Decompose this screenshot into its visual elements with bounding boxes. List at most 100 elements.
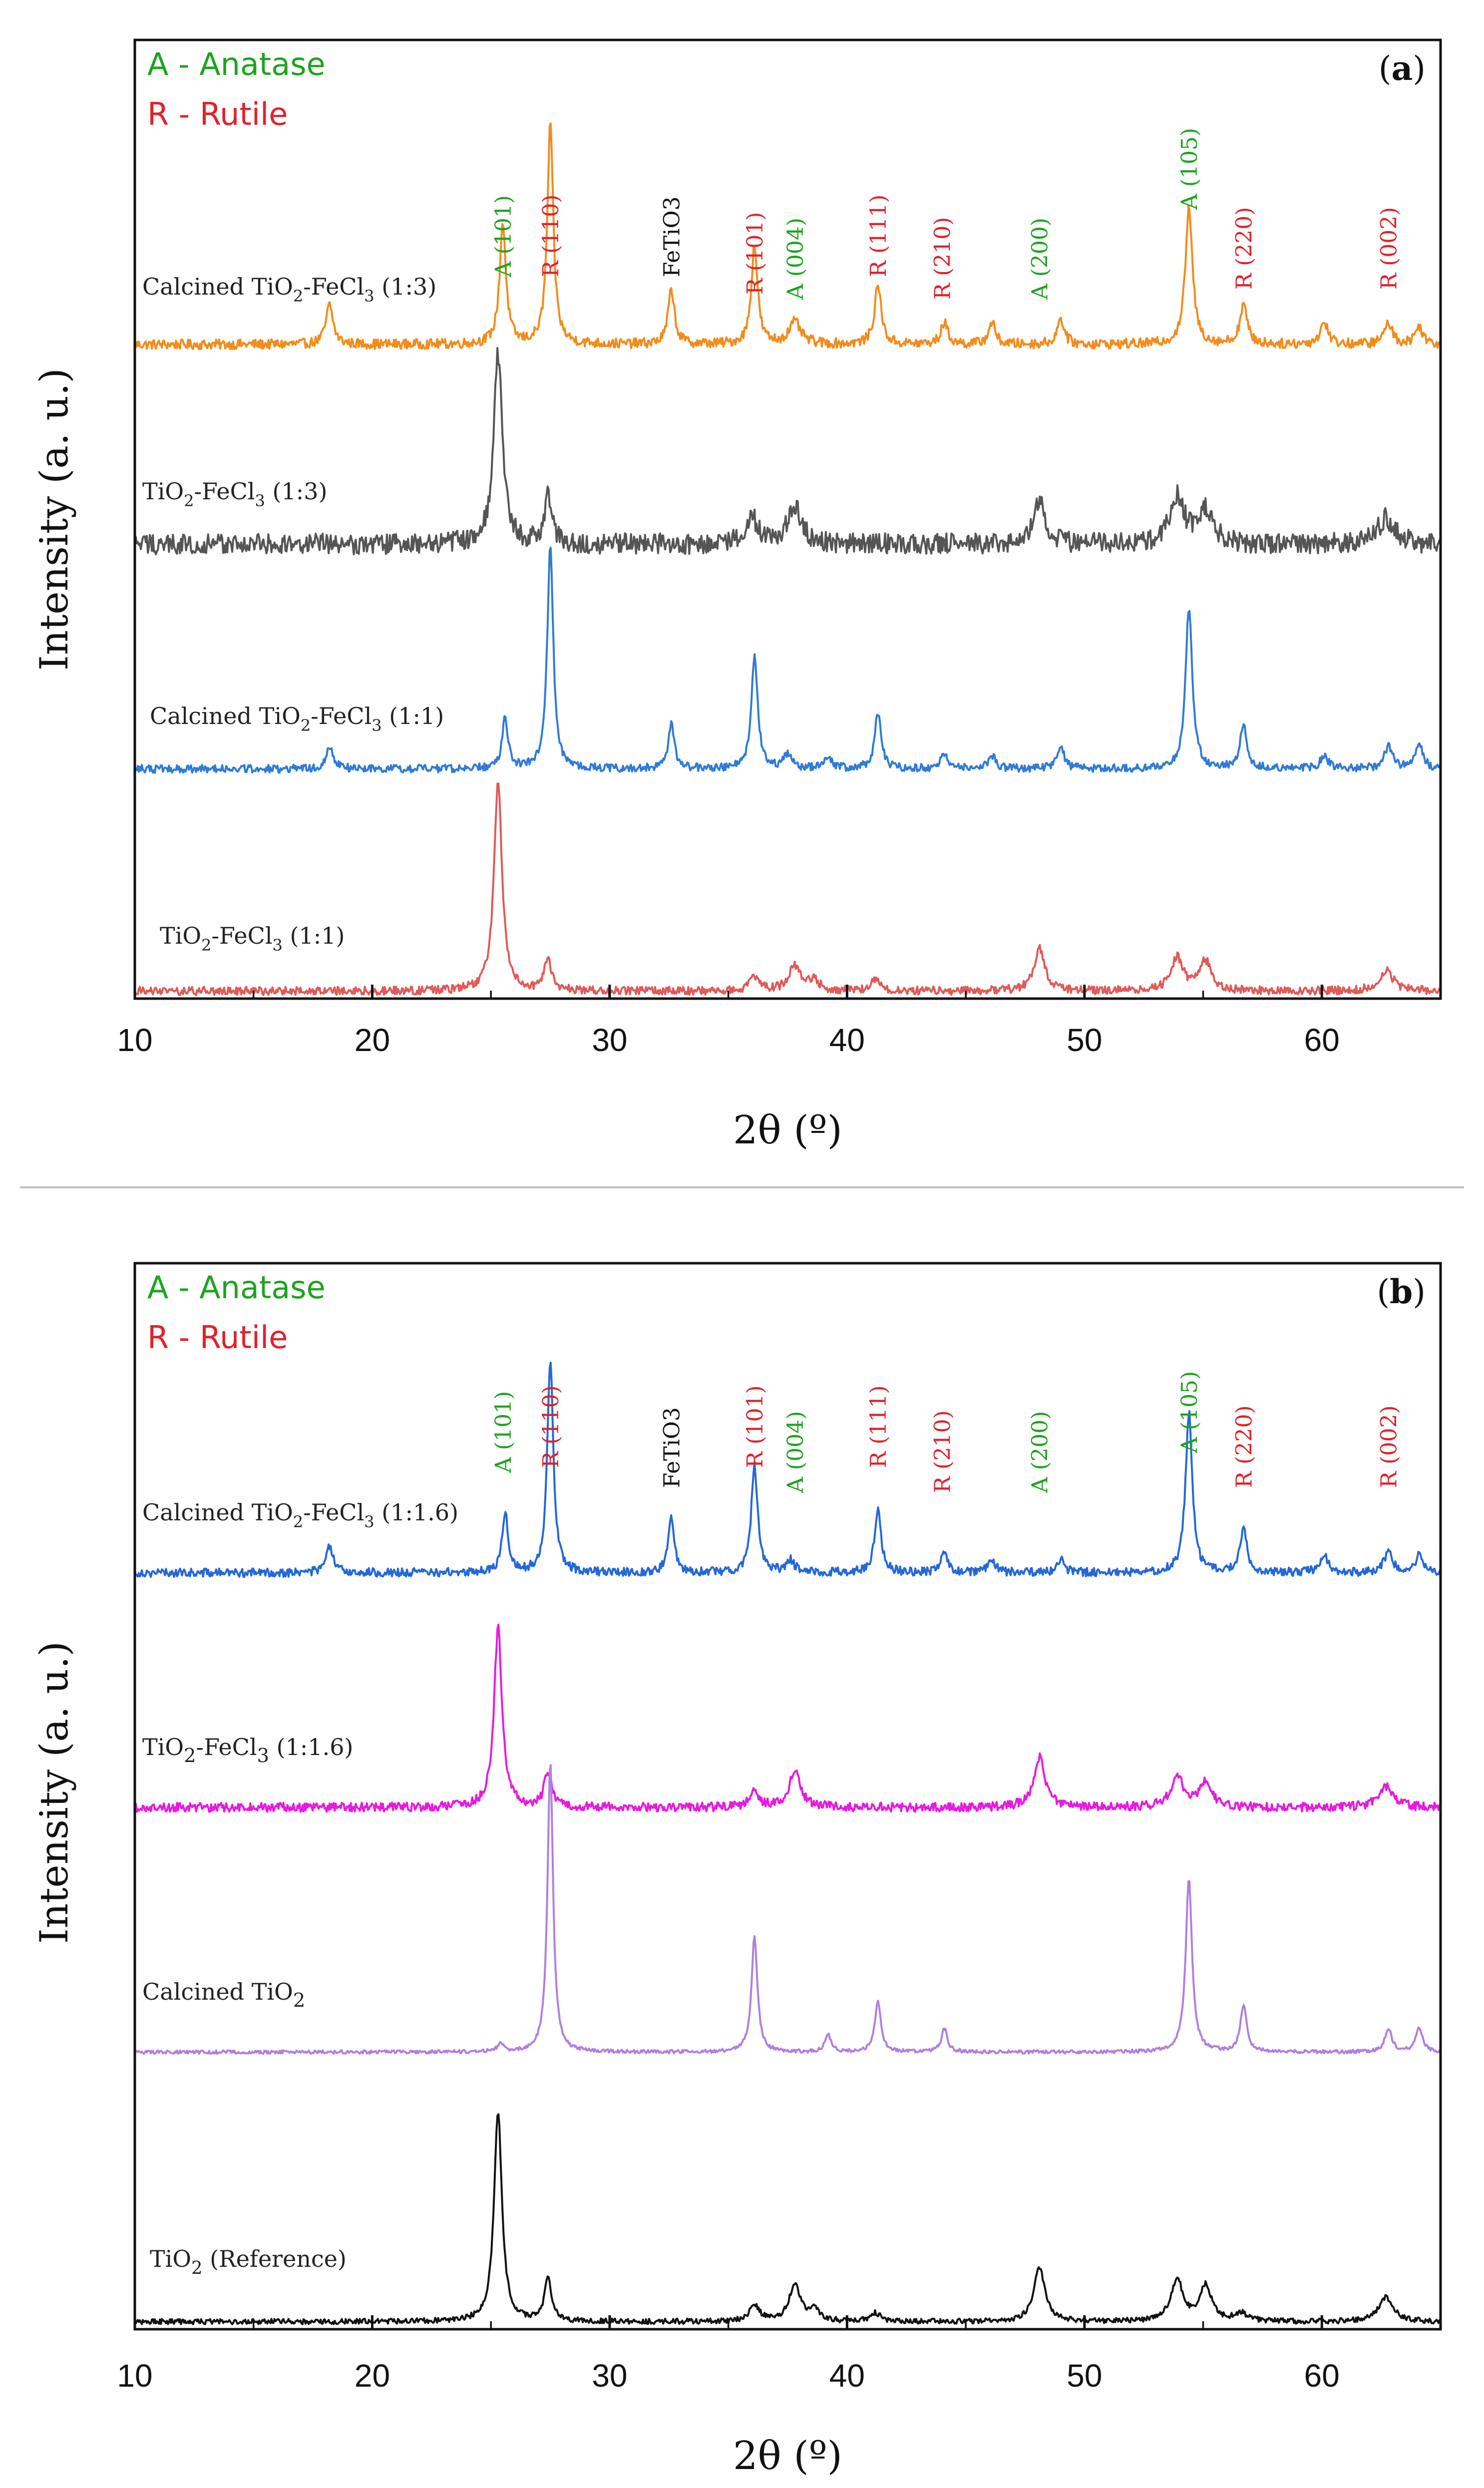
panel-tag-open: ( <box>1377 1273 1390 1311</box>
plot-frame <box>133 1262 1442 2331</box>
series-label-part: -FeCl <box>194 478 255 505</box>
series-label-part: -FeCl <box>311 703 371 729</box>
peak-label: R (002) <box>1376 1406 1402 1488</box>
x-tick-label: 20 <box>355 1022 390 1058</box>
panel-tag-close: ) <box>1413 1273 1426 1311</box>
series-label-part: -FeCl <box>303 1499 364 1526</box>
series-label-part: -FeCl <box>211 922 272 949</box>
x-axis-title: 2θ (º) <box>733 1108 842 1153</box>
series-label-1: Calcined TiO2-FeCl3 (1:3) <box>142 273 436 306</box>
peak-label: R (111) <box>866 195 891 277</box>
series-label-part: TiO <box>150 2245 191 2272</box>
series-line-1 <box>134 1362 1442 1578</box>
panel-tag: (b) <box>1377 1272 1426 1311</box>
panel-tag-letter: a <box>1391 49 1413 88</box>
series-line-1 <box>134 122 1442 351</box>
peak-label: A (004) <box>783 218 808 300</box>
series-label-3: Calcined TiO2 <box>142 1978 305 2012</box>
x-axis-title: 2θ (º) <box>733 2434 842 2479</box>
series-label-4: TiO2-FeCl3 (1:1) <box>160 922 345 955</box>
x-tick-label: 40 <box>829 1022 865 1058</box>
peak-label: R (110) <box>538 1386 564 1468</box>
series-label-part: 2 <box>184 1745 196 1767</box>
x-tick-label: 20 <box>355 2358 390 2394</box>
series-label-part: TiO <box>142 1734 184 1761</box>
series-label-part: Calcined TiO <box>142 273 293 300</box>
series-label-part: Calcined TiO <box>150 703 301 729</box>
panel-a: Calcined TiO2-FeCl3 (1:3)TiO2-FeCl3 (1:3… <box>32 38 1442 1153</box>
series-label-part: 2 <box>184 491 194 510</box>
y-axis-title: Intensity (a. u.) <box>32 368 77 671</box>
series-label-part: Calcined TiO <box>142 1978 293 2005</box>
legend-entry: A - Anatase <box>147 1269 326 1306</box>
series-label-part: 2 <box>201 936 211 955</box>
peak-label: A (105) <box>1177 128 1202 210</box>
series-line-3 <box>134 1764 1442 2055</box>
x-tick-label: 10 <box>117 2358 152 2394</box>
x-tick-label: 30 <box>592 2358 627 2394</box>
panel-tag-close: ) <box>1413 49 1426 88</box>
peak-label: R (220) <box>1231 207 1257 290</box>
series-label-part: (1:1) <box>283 922 345 949</box>
series-label-part: (1:3) <box>265 478 328 505</box>
series-label-part: 2 <box>293 1512 303 1531</box>
series-label-part: 3 <box>257 1745 269 1767</box>
peak-label: FeTiO3 <box>660 196 685 277</box>
series-label-3: Calcined TiO2-FeCl3 (1:1) <box>150 703 444 735</box>
series-line-3 <box>134 547 1442 774</box>
legend-entry: R - Rutile <box>147 1319 288 1356</box>
series-label-part: 3 <box>364 1512 374 1531</box>
legend-entry: R - Rutile <box>147 96 288 132</box>
series-line-4 <box>134 782 1442 997</box>
peak-label: A (200) <box>1027 218 1053 300</box>
panel-tag-open: ( <box>1379 49 1392 88</box>
x-tick-label: 50 <box>1067 2358 1102 2394</box>
series-label-part: (1:1.6) <box>374 1499 458 1526</box>
y-axis-title: Intensity (a. u.) <box>32 1641 77 1944</box>
series-line-2 <box>134 1623 1442 1813</box>
x-tick-label: 60 <box>1304 1022 1340 1058</box>
series-label-part: 2 <box>293 1989 305 2012</box>
series-label-4: TiO2 (Reference) <box>150 2245 347 2278</box>
peak-label: A (101) <box>491 195 516 278</box>
series-label-part: -FeCl <box>303 273 364 300</box>
peak-label: R (111) <box>866 1386 891 1468</box>
legend-entry: A - Anatase <box>147 46 326 82</box>
series-line-4 <box>134 2113 1442 2326</box>
peak-label: R (210) <box>930 1411 956 1493</box>
peak-label: A (004) <box>783 1411 808 1493</box>
series-label-part: 3 <box>371 716 381 735</box>
peak-label: R (101) <box>742 1386 768 1468</box>
peak-label: A (200) <box>1027 1411 1053 1493</box>
series-label-part: (Reference) <box>203 2245 347 2272</box>
peak-label: R (110) <box>538 195 564 277</box>
x-tick-label: 60 <box>1304 2358 1340 2394</box>
series-label-part: (1:1.6) <box>269 1734 353 1761</box>
peak-label: R (101) <box>742 212 768 295</box>
series-line-2 <box>134 347 1442 556</box>
series-label-2: TiO2-FeCl3 (1:1.6) <box>142 1734 354 1767</box>
x-tick-label: 50 <box>1067 1022 1102 1058</box>
peak-label: R (220) <box>1231 1406 1257 1488</box>
peak-label: A (101) <box>491 1391 516 1473</box>
peak-label: R (210) <box>930 217 956 300</box>
series-label-part: (1:1) <box>382 703 444 729</box>
x-tick-label: 10 <box>117 1022 152 1058</box>
panel-tag-letter: b <box>1390 1272 1413 1311</box>
series-label-part: 3 <box>364 287 374 306</box>
series-label-part: -FeCl <box>196 1734 257 1761</box>
series-label-part: (1:3) <box>374 273 437 300</box>
series-label-part: Calcined TiO <box>142 1499 293 1526</box>
peak-label: A (105) <box>1177 1371 1202 1453</box>
x-tick-label: 40 <box>829 2358 865 2394</box>
series-label-part: 2 <box>191 2258 202 2278</box>
plot-frame <box>133 38 1442 1000</box>
series-label-2: TiO2-FeCl3 (1:3) <box>142 478 327 510</box>
panel-tag: (a) <box>1379 49 1426 88</box>
series-label-part: TiO <box>142 478 184 505</box>
series-label-1: Calcined TiO2-FeCl3 (1:1.6) <box>142 1499 458 1531</box>
series-label-part: 3 <box>255 491 265 510</box>
series-label-part: 2 <box>301 716 311 735</box>
series-label-part: TiO <box>160 922 201 949</box>
